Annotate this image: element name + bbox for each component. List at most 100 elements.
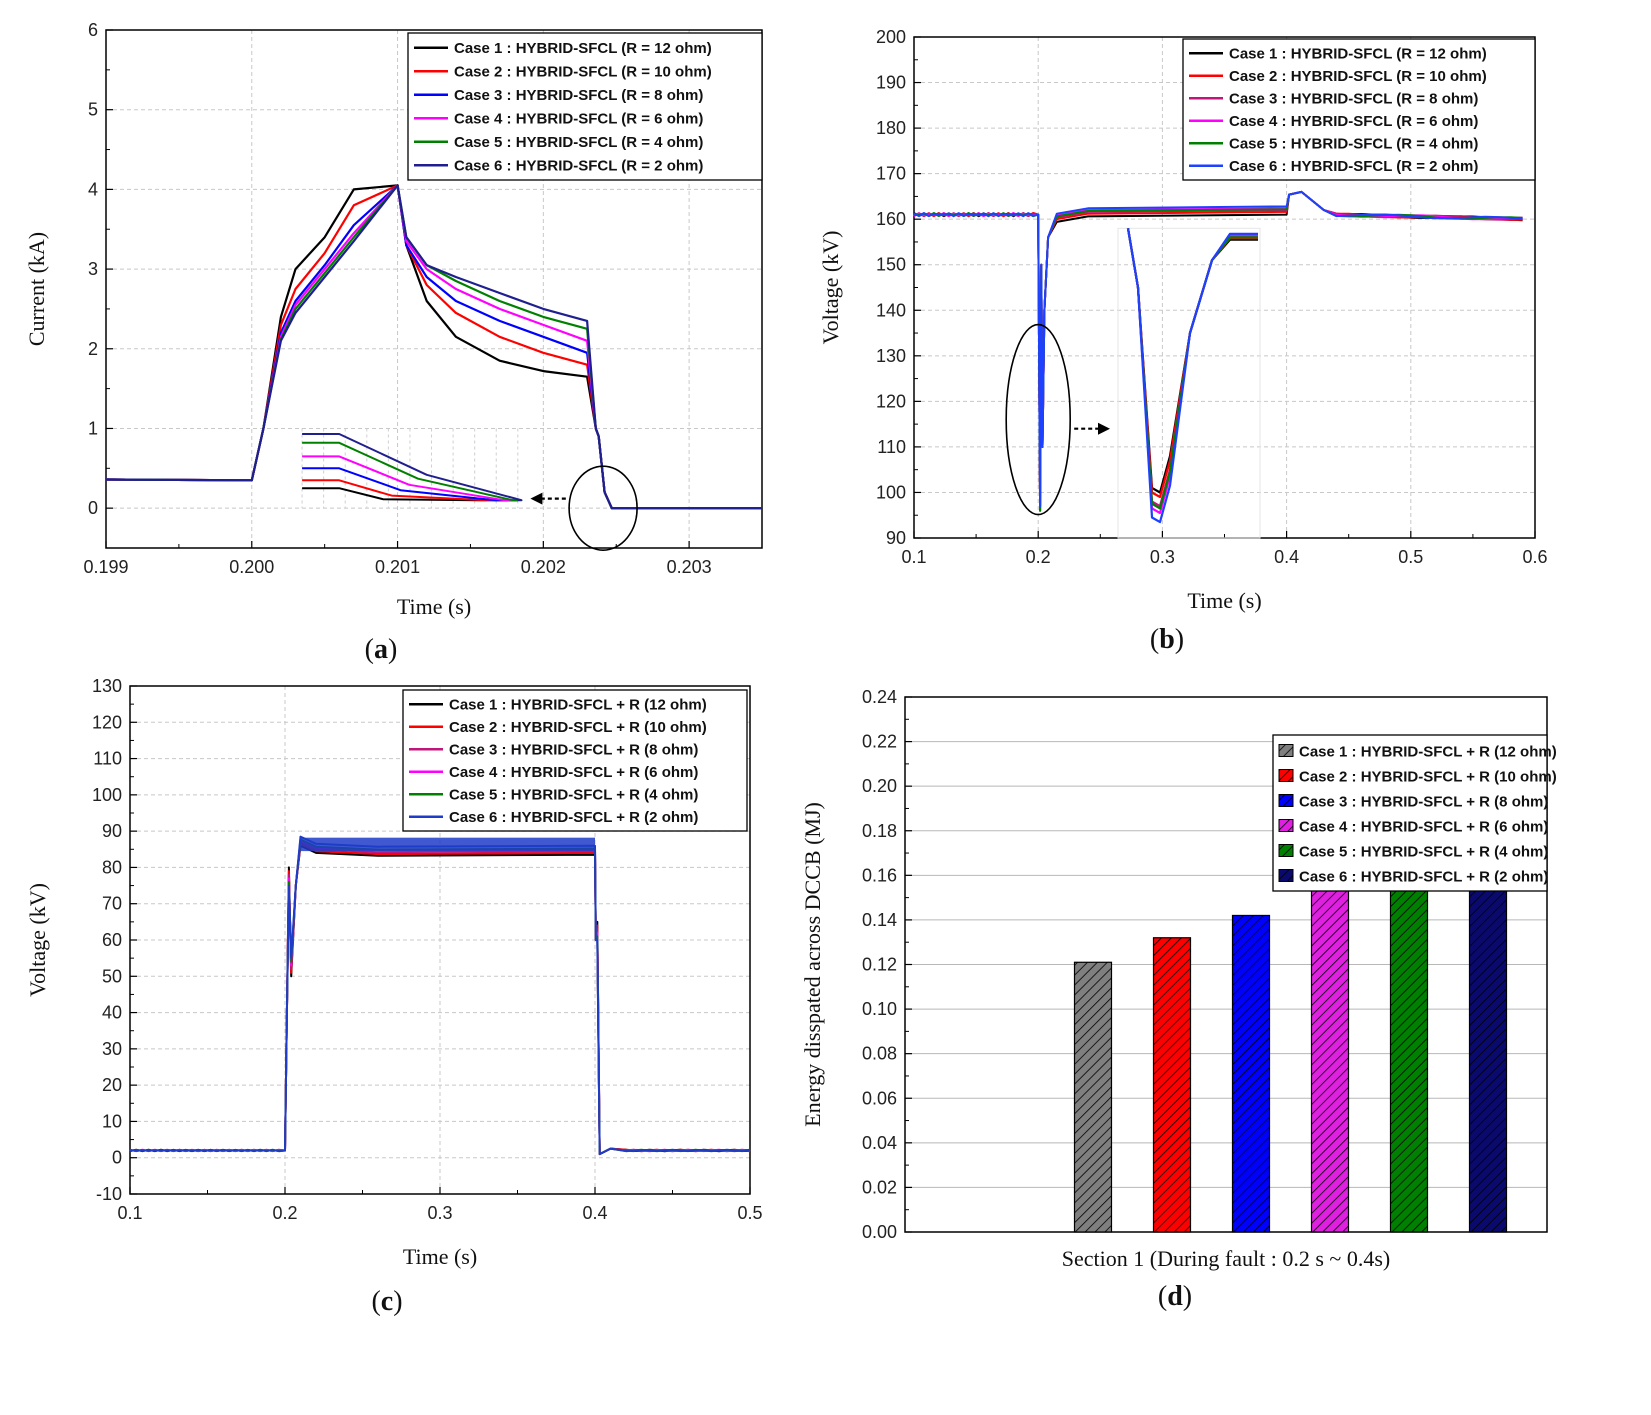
series-line-5 (914, 190, 1523, 512)
caption-open-paren: ( (365, 634, 374, 665)
y-tick-label-120: 120 (92, 712, 122, 732)
x-axis-label: Time (s) (1187, 588, 1261, 613)
bar-3 (1231, 914, 1271, 1233)
x-tick-label-0-199: 0.199 (83, 557, 128, 577)
legend-entry-4: Case 4 : HYBRID-SFCL + R (6 ohm) (1299, 819, 1548, 836)
legend-entry-6: Case 6 : HYBRID-SFCL + R (2 ohm) (1299, 869, 1548, 886)
x-tick-label-0-4: 0.4 (1274, 547, 1299, 567)
x-tick-label-0-3: 0.3 (1150, 547, 1175, 567)
y-tick-label-40: 40 (102, 1003, 122, 1023)
legend-entry-6: Case 6 : HYBRID-SFCL (R = 2 ohm) (454, 157, 703, 174)
y-tick-label-70: 70 (102, 894, 122, 914)
x-tick-label-0-6: 0.6 (1522, 547, 1547, 567)
y-tick-label-0-06: 0.06 (862, 1088, 897, 1108)
caption-letter: b (1159, 624, 1175, 655)
y-axis-label: Current (kA) (24, 232, 49, 346)
zoom-arrow-head (530, 492, 543, 505)
legend-swatch-4 (1278, 819, 1294, 832)
x-tick-label-0-4: 0.4 (582, 1203, 607, 1223)
y-tick-label-60: 60 (102, 930, 122, 950)
y-tick-label-170: 170 (876, 164, 906, 184)
y-tick-label-0-12: 0.12 (862, 955, 897, 975)
y-tick-label-0-08: 0.08 (862, 1044, 897, 1064)
series-line-3 (105, 184, 762, 510)
panel-caption: (b) (1150, 624, 1184, 655)
y-tick-label-4: 4 (88, 179, 98, 199)
y-tick-label-190: 190 (876, 73, 906, 93)
x-tick-label-0-1: 0.1 (901, 547, 926, 567)
legend-entry-5: Case 5 : HYBRID-SFCL (R = 4 ohm) (1229, 135, 1478, 152)
legend-entry-3: Case 3 : HYBRID-SFCL + R (8 ohm) (1299, 794, 1548, 811)
legend-box (1272, 734, 1548, 892)
caption-open-paren: ( (371, 1286, 380, 1317)
y-tick-label-10: -10 (96, 1184, 122, 1204)
y-tick-label-0-10: 0.10 (862, 999, 897, 1019)
caption-close-paren: ) (1183, 1281, 1192, 1312)
y-tick-label-140: 140 (876, 300, 906, 320)
y-tick-label-0: 0 (112, 1148, 122, 1168)
y-tick-label-30: 30 (102, 1039, 122, 1059)
caption-close-paren: ) (393, 1286, 402, 1317)
x-tick-label-0-1: 0.1 (117, 1203, 142, 1223)
bar-6 (1468, 852, 1508, 1233)
y-tick-label-100: 100 (92, 785, 122, 805)
y-tick-label-130: 130 (92, 676, 122, 696)
legend-entry-6: Case 6 : HYBRID-SFCL (R = 2 ohm) (1229, 158, 1478, 175)
y-tick-label-0-22: 0.22 (862, 732, 897, 752)
inset-line-3 (1126, 228, 1258, 508)
inset-frame (1117, 227, 1261, 539)
legend-entry-2: Case 2 : HYBRID-SFCL + R (10 ohm) (449, 719, 707, 736)
series-line-6 (129, 835, 751, 1156)
y-tick-label-50: 50 (102, 966, 122, 986)
caption-close-paren: ) (1175, 624, 1184, 655)
panel-caption: (d) (1158, 1281, 1192, 1312)
y-axis-label: Energy disspated across DCCB (MJ) (800, 802, 825, 1127)
y-axis-label: Voltage (kV) (818, 231, 843, 345)
series-line-4 (913, 190, 1523, 508)
legend-box (1182, 38, 1536, 181)
y-tick-label-0-02: 0.02 (862, 1177, 897, 1197)
x-tick-label-0-2: 0.2 (272, 1203, 297, 1223)
legend-entry-5: Case 5 : HYBRID-SFCL + R (4 ohm) (1299, 844, 1548, 861)
bar-4 (1310, 885, 1350, 1233)
legend-entry-1: Case 1 : HYBRID-SFCL + R (12 ohm) (449, 696, 707, 713)
caption-open-paren: ( (1150, 624, 1159, 655)
zoom-ellipse (568, 465, 638, 551)
case6-ripple-band (300, 837, 595, 852)
legend-entry-5: Case 5 : HYBRID-SFCL (R = 4 ohm) (454, 134, 703, 151)
y-tick-label-1: 1 (88, 418, 98, 438)
panel-caption: (c) (371, 1286, 402, 1317)
bar-1 (1073, 961, 1113, 1233)
legend-entry-1: Case 1 : HYBRID-SFCL (R = 12 ohm) (454, 40, 712, 57)
zoom-ellipse (1005, 323, 1071, 516)
legend-entry-1: Case 1 : HYBRID-SFCL + R (12 ohm) (1299, 744, 1557, 761)
inset-line-5 (302, 441, 518, 502)
y-tick-label-130: 130 (876, 346, 906, 366)
caption-letter: d (1167, 1281, 1183, 1312)
legend-swatch-2 (1278, 769, 1294, 782)
x-axis-label: Time (s) (397, 594, 471, 619)
series-line-4 (105, 184, 762, 510)
x-tick-label-0-203: 0.203 (667, 557, 712, 577)
legend-entry-1: Case 1 : HYBRID-SFCL (R = 12 ohm) (1229, 45, 1487, 62)
legend-entry-4: Case 4 : HYBRID-SFCL (R = 6 ohm) (454, 110, 703, 127)
caption-open-paren: ( (1158, 1281, 1167, 1312)
x-tick-label-0-202: 0.202 (521, 557, 566, 577)
bar-2 (1152, 937, 1192, 1233)
y-tick-label-180: 180 (876, 118, 906, 138)
y-tick-label-160: 160 (876, 209, 906, 229)
y-tick-label-2: 2 (88, 339, 98, 359)
y-tick-label-0-00: 0.00 (862, 1222, 897, 1242)
plot-frame (105, 29, 763, 549)
y-tick-label-90: 90 (886, 528, 906, 548)
legend-entry-2: Case 2 : HYBRID-SFCL (R = 10 ohm) (1229, 68, 1487, 85)
series-line-6 (913, 190, 1523, 508)
panel-d: 0.00 0.02 0.04 0.06 0.08 0.10 0.12 0.14 0.16 0.18… (800, 687, 1557, 1312)
y-tick-label-150: 150 (876, 255, 906, 275)
x-tick-label-0-5: 0.5 (1398, 547, 1423, 567)
legend-box (402, 689, 748, 832)
legend-entry-4: Case 4 : HYBRID-SFCL + R (6 ohm) (449, 764, 698, 781)
y-tick-label-6: 6 (88, 20, 98, 40)
panel-caption: (a) (365, 634, 398, 665)
series-line-5 (105, 184, 762, 510)
